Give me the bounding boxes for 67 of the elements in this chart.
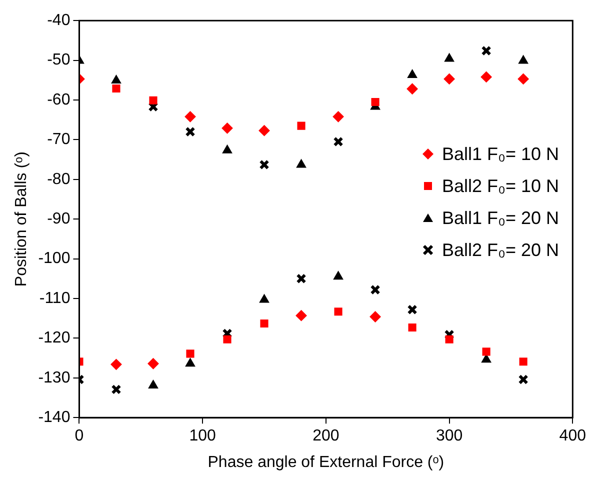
point <box>259 294 270 303</box>
point <box>332 111 344 122</box>
point <box>518 374 528 385</box>
point <box>334 308 342 316</box>
x-tick-label: 0 <box>74 428 84 445</box>
point <box>111 75 122 84</box>
legend-label: Ball2 F₀= 20 N <box>442 239 559 262</box>
point <box>371 98 380 106</box>
y-tick-label: -120 <box>38 330 70 347</box>
x-tick-label: 100 <box>189 428 216 445</box>
point <box>296 274 306 284</box>
point <box>518 55 528 64</box>
x-tick-label: 300 <box>436 428 463 445</box>
x-axis-title: Phase angle of External Force (ᵒ) <box>208 454 444 471</box>
y-tick-label: -80 <box>47 170 70 188</box>
point <box>148 358 159 370</box>
point <box>149 96 158 104</box>
point <box>110 358 122 370</box>
point <box>480 71 492 82</box>
y-tick-label: -60 <box>47 91 70 108</box>
point <box>518 73 529 84</box>
point <box>408 323 416 332</box>
point <box>370 311 381 322</box>
point <box>296 159 306 168</box>
point <box>444 73 455 84</box>
point <box>407 69 418 78</box>
point <box>186 350 194 358</box>
y-tick-label: -140 <box>38 409 70 426</box>
point <box>482 348 490 356</box>
y-tick-label: -50 <box>47 52 70 69</box>
point <box>260 319 268 328</box>
point <box>445 335 454 344</box>
point <box>444 53 454 62</box>
point <box>481 354 492 363</box>
point <box>481 46 492 56</box>
point <box>111 384 122 394</box>
point <box>223 335 232 344</box>
legend-label: Ball2 F₀= 10 N <box>442 175 559 198</box>
y-tick-label: -40 <box>47 12 70 30</box>
legend-label: Ball1 F₀= 20 N <box>442 207 559 230</box>
y-tick-label: -110 <box>39 290 70 307</box>
point <box>148 380 158 388</box>
point <box>184 111 196 122</box>
point <box>222 144 232 154</box>
y-tick-label: -100 <box>38 250 70 268</box>
point <box>222 122 233 134</box>
point <box>407 304 418 315</box>
point <box>222 328 232 338</box>
point <box>296 310 307 322</box>
point <box>185 126 196 137</box>
y-tick-label: -70 <box>47 131 70 148</box>
point <box>333 271 344 280</box>
point <box>370 284 380 295</box>
point <box>519 358 528 366</box>
legend-label: Ball1 F₀= 10 N <box>442 143 559 166</box>
y-tick-label: -130 <box>38 369 70 386</box>
x-tick-label: 400 <box>559 428 586 445</box>
point <box>258 125 270 136</box>
x-tick-label: 200 <box>312 428 340 445</box>
point <box>333 136 344 147</box>
point <box>185 358 196 367</box>
point <box>406 83 418 94</box>
y-axis-title: Position of Balls (ᵒ) <box>13 152 30 287</box>
y-tick-label: -90 <box>47 210 70 228</box>
point <box>297 122 306 130</box>
point <box>259 160 270 170</box>
point <box>112 84 120 93</box>
